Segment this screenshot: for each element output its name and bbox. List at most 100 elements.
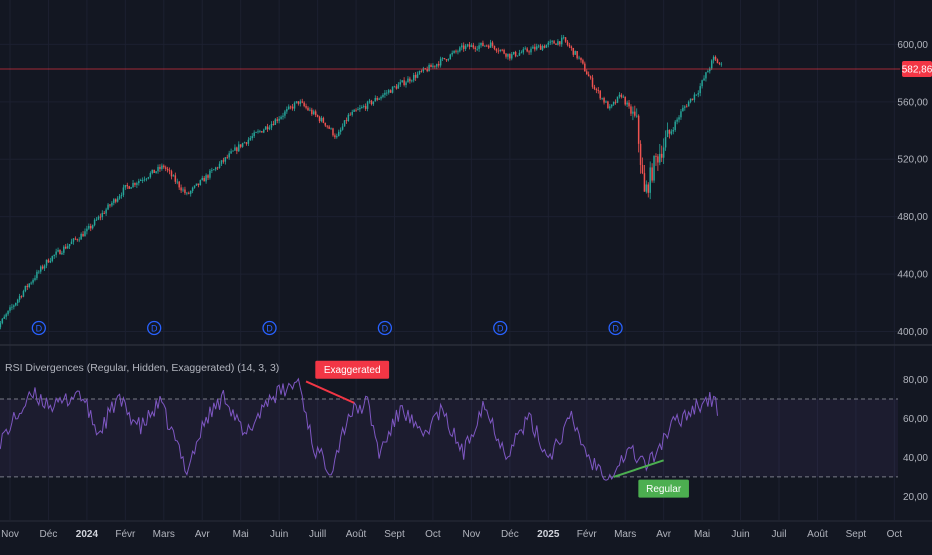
candle-109[interactable] <box>203 175 205 182</box>
candle-208[interactable] <box>393 85 396 88</box>
candle-279[interactable] <box>530 46 532 55</box>
candle-183[interactable] <box>345 117 348 124</box>
candle-30[interactable] <box>51 255 54 263</box>
candle-265[interactable] <box>503 48 505 55</box>
candle-107[interactable] <box>199 179 202 186</box>
candle-242[interactable] <box>459 46 461 53</box>
candle-206[interactable] <box>389 89 392 93</box>
candle-125[interactable] <box>234 144 236 151</box>
candle-249[interactable] <box>472 42 475 50</box>
candle-199[interactable] <box>376 96 378 102</box>
candle-218[interactable] <box>412 72 415 83</box>
candle-200[interactable] <box>378 97 380 101</box>
candle-32[interactable] <box>55 248 57 258</box>
candle-241[interactable] <box>457 49 459 55</box>
candle-331[interactable] <box>630 104 632 117</box>
candle-192[interactable] <box>362 104 365 109</box>
candle-110[interactable] <box>205 173 207 184</box>
candle-253[interactable] <box>480 42 482 48</box>
candle-329[interactable] <box>626 100 628 108</box>
candle-284[interactable] <box>539 43 542 50</box>
candle-81[interactable] <box>149 171 152 179</box>
candle-167[interactable] <box>314 109 317 118</box>
candle-344[interactable] <box>655 153 657 166</box>
candle-162[interactable] <box>305 103 307 110</box>
candle-308[interactable] <box>586 69 588 75</box>
candle-82[interactable] <box>151 169 154 175</box>
candle-236[interactable] <box>447 58 450 62</box>
candle-348[interactable] <box>662 138 665 165</box>
candle-19[interactable] <box>30 281 32 285</box>
candle-257[interactable] <box>487 44 490 50</box>
candle-246[interactable] <box>466 43 469 48</box>
candle-361[interactable] <box>687 100 690 107</box>
candle-198[interactable] <box>374 95 377 102</box>
candle-184[interactable] <box>347 113 350 122</box>
candle-148[interactable] <box>278 116 280 124</box>
candle-48[interactable] <box>86 225 88 235</box>
candle-274[interactable] <box>520 50 523 54</box>
candle-302[interactable] <box>574 50 576 55</box>
candle-182[interactable] <box>343 120 346 127</box>
candle-134[interactable] <box>251 133 253 141</box>
candle-29[interactable] <box>49 257 52 264</box>
candle-359[interactable] <box>684 105 686 111</box>
candle-357[interactable] <box>680 108 682 120</box>
candle-62[interactable] <box>113 198 115 206</box>
candle-270[interactable] <box>512 51 515 55</box>
candle-41[interactable] <box>72 237 75 245</box>
candle-147[interactable] <box>276 116 278 124</box>
candle-263[interactable] <box>499 49 501 53</box>
candle-203[interactable] <box>384 90 386 98</box>
candle-193[interactable] <box>364 103 367 111</box>
candle-313[interactable] <box>595 87 598 94</box>
candle-84[interactable] <box>155 170 157 174</box>
candle-298[interactable] <box>566 40 569 47</box>
candle-77[interactable] <box>141 177 144 184</box>
dividend-marker-0[interactable]: D <box>31 320 46 336</box>
candle-73[interactable] <box>134 182 136 188</box>
candle-12[interactable] <box>16 298 19 306</box>
candle-223[interactable] <box>422 66 425 73</box>
candle-43[interactable] <box>76 238 79 242</box>
candle-141[interactable] <box>264 126 267 130</box>
candle-228[interactable] <box>432 63 434 69</box>
candle-332[interactable] <box>632 106 634 121</box>
candle-282[interactable] <box>536 43 538 51</box>
candle-252[interactable] <box>478 42 480 52</box>
candle-37[interactable] <box>65 243 67 250</box>
candle-46[interactable] <box>82 231 84 237</box>
candle-323[interactable] <box>614 99 617 105</box>
candle-306[interactable] <box>582 58 584 65</box>
candle-102[interactable] <box>189 190 192 197</box>
candle-280[interactable] <box>532 45 534 49</box>
candle-355[interactable] <box>676 117 678 125</box>
candle-301[interactable] <box>572 47 575 57</box>
candle-111[interactable] <box>207 174 209 181</box>
candle-288[interactable] <box>547 40 550 48</box>
candle-4[interactable] <box>1 317 4 325</box>
candle-194[interactable] <box>366 100 369 112</box>
candle-166[interactable] <box>313 109 315 116</box>
candle-186[interactable] <box>351 109 353 117</box>
candle-269[interactable] <box>511 52 513 61</box>
candle-97[interactable] <box>180 184 182 193</box>
candle-220[interactable] <box>416 71 419 79</box>
candle-90[interactable] <box>166 166 169 173</box>
candle-187[interactable] <box>353 108 355 113</box>
divergence-regular[interactable]: Regular <box>613 459 689 498</box>
candle-202[interactable] <box>382 93 384 99</box>
candle-75[interactable] <box>138 178 140 186</box>
candle-123[interactable] <box>230 148 232 154</box>
candle-129[interactable] <box>241 142 244 148</box>
candle-172[interactable] <box>324 122 327 128</box>
candle-98[interactable] <box>182 187 184 193</box>
candle-196[interactable] <box>370 99 373 106</box>
candle-352[interactable] <box>670 129 673 136</box>
candle-42[interactable] <box>74 236 77 241</box>
candle-106[interactable] <box>197 183 200 188</box>
candle-290[interactable] <box>551 39 553 45</box>
candle-178[interactable] <box>336 133 338 139</box>
candle-114[interactable] <box>213 169 215 171</box>
